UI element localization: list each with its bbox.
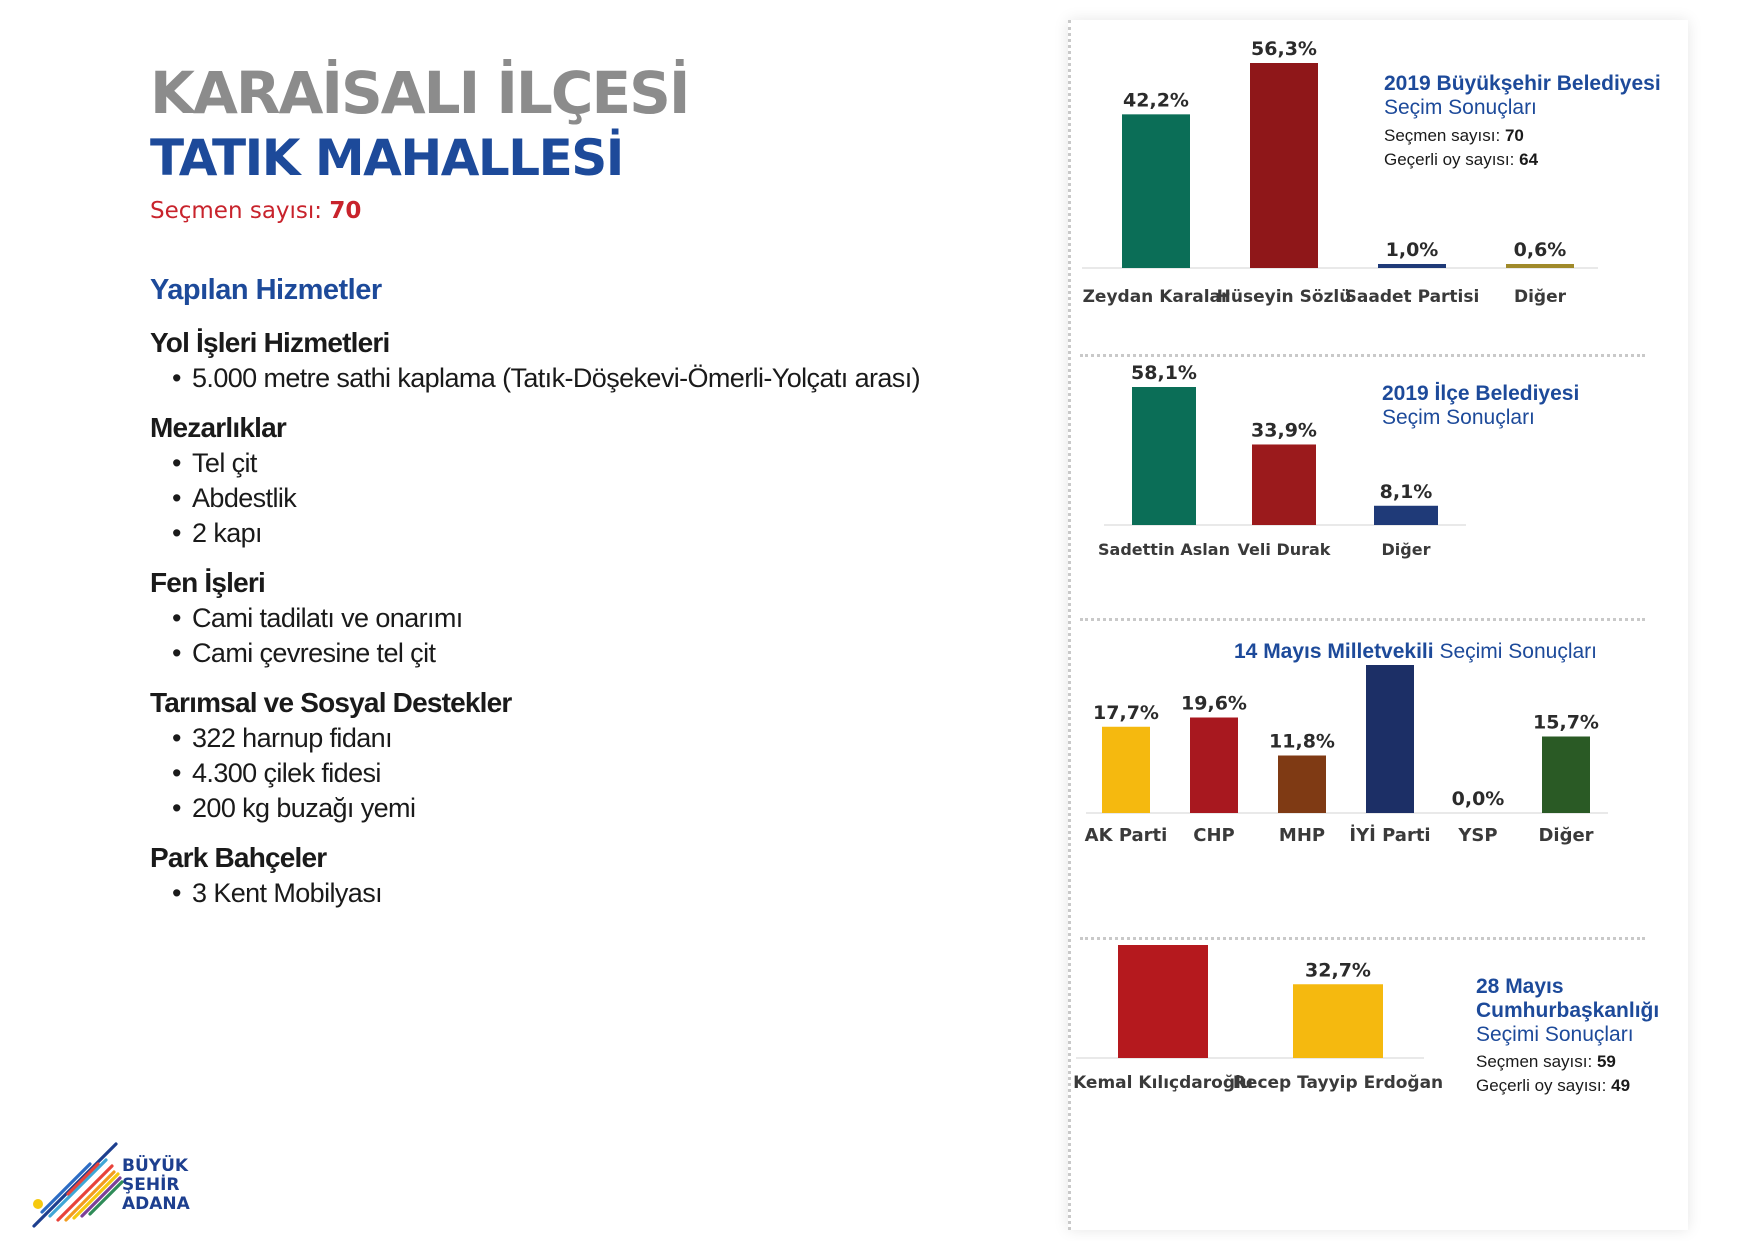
- category-label: İYİ Parti: [1349, 824, 1430, 846]
- category-label: Diğer: [1514, 287, 1567, 307]
- list-item: • 5.000 metre sathi kaplama (Tatık-Döşeke…: [172, 363, 921, 393]
- voter-count: Seçmen sayısı: 70: [150, 198, 1050, 224]
- category-label: Veli Durak: [1238, 540, 1331, 559]
- bar: [1102, 726, 1150, 813]
- category-label: Zeydan Karalar: [1083, 287, 1230, 307]
- category-label: Recep Tayyip Erdoğan: [1233, 1073, 1443, 1093]
- category-label: Saadet Partisi: [1345, 287, 1480, 307]
- data-label: 58,1%: [1131, 362, 1197, 384]
- chart-district-2019: 58,1% Sadettin Aslan 33,9% Veli Durak 8,1% Di…: [1098, 362, 1466, 559]
- divider: [1080, 618, 1645, 621]
- category-label: CHP: [1193, 825, 1234, 846]
- list-item: • 322 harnup fidanı: [172, 723, 393, 753]
- bar: [1250, 63, 1318, 268]
- data-label: 0,6%: [1514, 239, 1567, 261]
- category-label: Diğer: [1538, 825, 1593, 846]
- list-item: • 3 Kent Mobilyası: [172, 878, 383, 908]
- data-label: 42,2%: [1123, 89, 1189, 111]
- section-title: Park Bahçeler: [150, 842, 327, 873]
- bar: [1366, 665, 1414, 813]
- section-title: Fen İşleri: [150, 567, 266, 598]
- bar: [1542, 736, 1590, 813]
- panel1-info: Seçmen sayısı: 70 Geçerli oy sayısı: 64: [1384, 126, 1539, 169]
- bar: [1374, 505, 1438, 525]
- section-title: Yol İşleri Hizmetleri: [150, 327, 390, 358]
- neighborhood-title: TATIK MAHALLESİ: [150, 129, 624, 187]
- list-item: • Abdestlik: [172, 483, 297, 513]
- results-panel: 42,2% Zeydan Karalar 56,3% Hüseyin Sözlü 1,0…: [1068, 20, 1688, 1230]
- data-label: 1,0%: [1386, 239, 1439, 261]
- category-label: Kemal Kılıçdaroğlu: [1073, 1073, 1253, 1093]
- vertical-divider: [1068, 20, 1071, 1230]
- category-label: AK Parti: [1085, 825, 1168, 846]
- category-label: Diğer: [1382, 540, 1431, 559]
- district-title: KARAİSALI İLÇESİ: [150, 59, 690, 127]
- data-label: 8,1%: [1380, 481, 1433, 503]
- panel3-title: 14 Mayıs Milletvekili Seçimi Sonuçları: [1234, 640, 1598, 663]
- data-label: 33,9%: [1251, 419, 1317, 441]
- category-label: Hüseyin Sözlü: [1217, 287, 1352, 307]
- list-item: • 200 kg buzağı yemi: [172, 793, 416, 823]
- list-item: • 4.300 çilek fidesi: [172, 758, 381, 788]
- data-label: 32,7%: [1305, 959, 1371, 981]
- bar: [1132, 387, 1196, 525]
- bar: [1378, 264, 1446, 268]
- list-item: • 2 kapı: [172, 518, 263, 548]
- panel4-info: Seçmen sayısı: 59 Geçerli oy sayısı: 49: [1476, 1052, 1631, 1095]
- list-item: • Cami tadilatı ve onarımı: [172, 603, 463, 633]
- service-section: Park Bahçeler • 3 Kent Mobilyası: [150, 840, 1050, 911]
- chart-metropolitan-2019: 42,2% Zeydan Karalar 56,3% Hüseyin Sözlü 1,0…: [1082, 38, 1598, 307]
- divider: [1080, 354, 1645, 357]
- emblem-icon: [33, 1199, 43, 1209]
- services-list: Yol İşleri Hizmetleri • 5.000 metre sathi…: [150, 325, 1050, 911]
- data-label: 17,7%: [1093, 702, 1159, 724]
- data-label: 0,0%: [1452, 788, 1505, 810]
- bar: [1122, 114, 1190, 268]
- left-content: KARAİSALI İLÇESİ TATIK MAHALLESİ Seçmen …: [150, 60, 1050, 911]
- bar: [1190, 717, 1238, 813]
- panel1-title: 2019 Büyükşehir Belediyesi Seçim Sonuçlar…: [1384, 72, 1661, 119]
- category-label: YSP: [1457, 825, 1497, 846]
- panel4-title: 28 Mayıs Cumhurbaşkanlığı Seçimi Sonuçları: [1476, 975, 1660, 1046]
- buyuksehir-adana-logo: [32, 1142, 124, 1228]
- section-title: Tarımsal ve Sosyal Destekler: [150, 687, 512, 718]
- service-section: Yol İşleri Hizmetleri • 5.000 metre sathi…: [150, 325, 1050, 396]
- services-title: Yapılan Hizmetler: [150, 274, 382, 306]
- list-item: • Tel çit: [172, 448, 257, 478]
- data-label: 56,3%: [1251, 38, 1317, 60]
- bar: [1506, 264, 1574, 268]
- category-label: MHP: [1279, 825, 1325, 846]
- bar: [1278, 755, 1326, 813]
- logo-text: BÜYÜK ŞEHİR ADANA: [122, 1156, 190, 1214]
- category-label: Sadettin Aslan: [1098, 540, 1230, 559]
- service-section: Mezarlıklar • Tel çit • Abdestlik • 2 kapı: [150, 410, 1050, 551]
- list-item: • Cami çevresine tel çit: [172, 638, 436, 668]
- voter-count-value: 70: [329, 198, 362, 224]
- section-title: Mezarlıklar: [150, 412, 287, 443]
- data-label: 19,6%: [1181, 692, 1247, 714]
- bar: [1118, 945, 1208, 1058]
- voter-count-label: Seçmen sayısı:: [150, 198, 323, 224]
- panel2-title: 2019 İlçe Belediyesi Seçim Sonuçları: [1382, 382, 1580, 429]
- data-label: 11,8%: [1269, 731, 1335, 753]
- data-label: 15,7%: [1533, 712, 1599, 734]
- bar: [1293, 984, 1383, 1058]
- service-section: Fen İşleri • Cami tadilatı ve onarımı • Ca…: [150, 565, 1050, 671]
- service-section: Tarımsal ve Sosyal Destekler • 322 harnup…: [150, 685, 1050, 826]
- bar: [1252, 444, 1316, 525]
- divider: [1080, 937, 1645, 940]
